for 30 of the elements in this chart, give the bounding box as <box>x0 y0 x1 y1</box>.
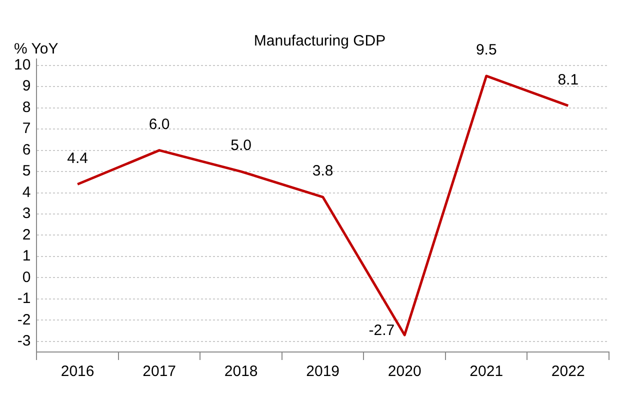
y-tick-label: 7 <box>22 120 31 138</box>
y-tick-label: 9 <box>22 78 31 95</box>
data-label: 6.0 <box>148 116 170 133</box>
data-label: -2.7 <box>368 322 395 340</box>
y-tick-label: 2 <box>22 226 31 244</box>
y-tick-label: 4 <box>22 184 31 201</box>
data-label: 3.8 <box>312 162 334 180</box>
data-label: 8.1 <box>558 71 579 88</box>
x-tick-label: 2022 <box>551 363 585 380</box>
x-tick-label: 2016 <box>60 363 94 380</box>
x-tick-label: 2021 <box>470 363 504 380</box>
y-tick-label: -2 <box>17 311 31 328</box>
y-tick-label: 6 <box>22 141 31 158</box>
data-label: 9.5 <box>476 42 497 59</box>
text: Manufacturing GDP <box>254 32 386 50</box>
data-label: 4.4 <box>67 150 88 167</box>
x-tick-label: 2019 <box>306 363 340 380</box>
y-axis-title: % YoY <box>14 40 58 58</box>
x-tick-label: 2018 <box>224 363 258 380</box>
y-tick-label: 8 <box>22 98 31 116</box>
y-tick-label: 0 <box>22 268 31 286</box>
y-tick-label: 10 <box>14 56 31 74</box>
y-tick-label: 1 <box>22 248 31 265</box>
y-tick-label: 3 <box>22 205 31 222</box>
x-tick-label: 2020 <box>388 363 422 380</box>
data-label: 5.0 <box>230 137 252 154</box>
y-tick-label: 5 <box>22 162 31 180</box>
y-tick-label: -1 <box>17 290 31 308</box>
y-tick-label: -3 <box>17 332 31 350</box>
x-tick-label: 2017 <box>142 363 176 380</box>
